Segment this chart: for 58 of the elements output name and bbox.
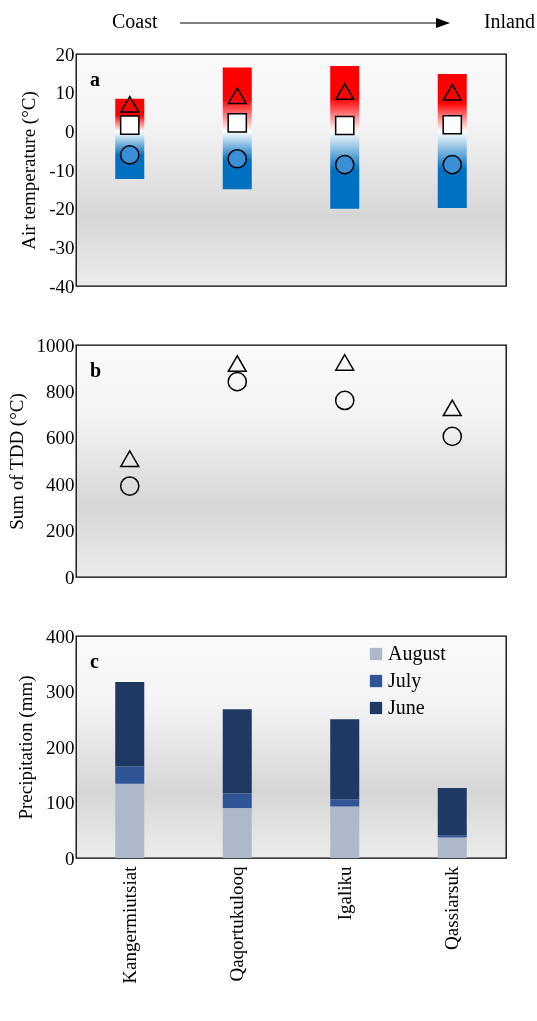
point [120,450,140,468]
x-tick-label: Qaqortukulooq [226,866,248,982]
y-axis-title: Air temperature (°C) [18,91,41,250]
bar [330,806,360,858]
bar [330,719,360,800]
y-tick-label: 400 [46,625,75,647]
point [227,371,248,392]
y-tick-label: 800 [46,380,75,402]
bar [222,808,252,858]
y-tick-label: 20 [55,43,75,65]
bar [437,788,467,836]
x-tick-label: Kangermiutsiat [118,865,140,984]
text: Inland [483,10,535,33]
legend-label: August [388,642,447,665]
point [442,114,463,135]
point [334,115,355,136]
point [442,399,462,417]
y-tick-label: -20 [49,198,75,220]
x-tick-label: Igaliku [333,866,355,921]
legend-label: June [388,696,425,718]
bar [437,835,467,838]
y-tick-label: 0 [65,120,75,142]
bar [115,783,145,858]
annotation: c [90,650,99,672]
bar [115,766,145,784]
y-tick-label: 0 [65,566,75,588]
point [442,83,462,101]
y-tick-label: -10 [49,159,75,181]
point [442,426,463,447]
y-axis-title: Precipitation (mm) [15,675,37,820]
y-tick-label: 200 [46,736,75,758]
annotation: b [90,359,102,381]
point [120,95,140,113]
bar [222,709,252,794]
bar [437,837,467,858]
y-tick-label: 10 [55,82,75,104]
y-tick-label: 0 [65,847,75,869]
y-tick-label: 200 [46,520,75,542]
x-tick-label: Qassiarsuk [441,866,463,950]
y-tick-label: -30 [49,236,75,258]
y-tick-label: 600 [46,427,75,449]
y-axis-title: Sum of TDD (°C) [5,393,28,530]
y-tick-label: 400 [46,473,75,495]
bar [115,682,145,767]
text: Coast [112,10,158,33]
annotation: a [90,68,100,90]
point [227,112,248,133]
point [119,476,140,496]
point [335,353,355,371]
point [227,355,247,373]
y-tick-label: -40 [49,275,75,297]
y-tick-label: 300 [46,681,75,702]
y-tick-label: 100 [46,792,75,813]
bar [222,793,252,809]
legend-label: July [388,669,422,692]
point [334,390,355,411]
bar [330,799,360,807]
y-tick-label: 1000 [36,334,75,356]
